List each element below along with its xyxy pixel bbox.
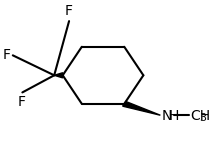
Text: CH: CH: [190, 109, 210, 123]
Text: F: F: [65, 4, 73, 18]
Text: H: H: [169, 109, 179, 123]
Text: 3: 3: [199, 113, 206, 123]
Text: F: F: [3, 48, 11, 62]
Text: N: N: [161, 109, 172, 123]
Polygon shape: [123, 102, 160, 115]
Polygon shape: [54, 73, 63, 78]
Text: F: F: [17, 95, 25, 109]
